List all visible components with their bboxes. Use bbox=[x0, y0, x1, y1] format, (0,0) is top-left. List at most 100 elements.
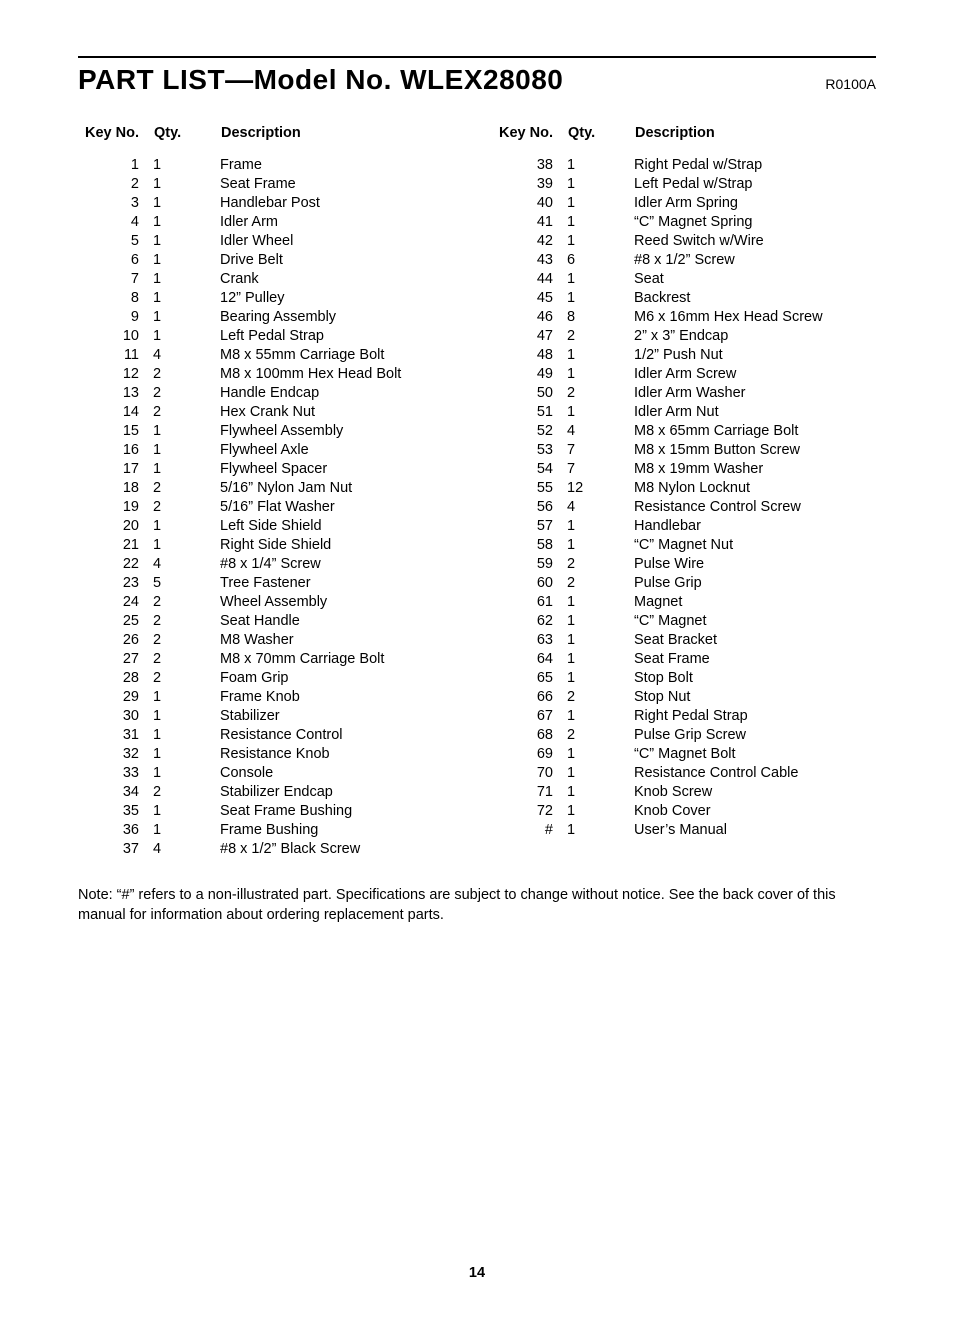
cell-qty: 1 bbox=[567, 193, 634, 212]
table-row: 701Resistance Control Cable bbox=[492, 763, 876, 782]
cell-qty: 2 bbox=[153, 668, 220, 687]
cell-qty: 1 bbox=[153, 801, 220, 820]
cell-keyno: 64 bbox=[492, 649, 567, 668]
cell-desc: Crank bbox=[220, 269, 462, 288]
table-row: 537M8 x 15mm Button Screw bbox=[492, 440, 876, 459]
table-row: 502Idler Arm Washer bbox=[492, 383, 876, 402]
cell-qty: 1 bbox=[153, 193, 220, 212]
cell-qty: 1 bbox=[153, 421, 220, 440]
table-row: 381Right Pedal w/Strap bbox=[492, 155, 876, 174]
table-row: 91Bearing Assembly bbox=[78, 307, 462, 326]
cell-desc: Knob Screw bbox=[634, 782, 876, 801]
cell-qty: 4 bbox=[153, 345, 220, 364]
cell-qty: 4 bbox=[153, 839, 220, 858]
cell-keyno: 32 bbox=[78, 744, 153, 763]
cell-desc: M6 x 16mm Hex Head Screw bbox=[634, 307, 876, 326]
table-row: 61Drive Belt bbox=[78, 250, 462, 269]
cell-keyno: 35 bbox=[78, 801, 153, 820]
cell-desc: Idler Arm Screw bbox=[634, 364, 876, 383]
cell-keyno: 2 bbox=[78, 174, 153, 193]
table-row: 592Pulse Wire bbox=[492, 554, 876, 573]
table-row: 301Stabilizer bbox=[78, 706, 462, 725]
cell-desc: 12” Pulley bbox=[220, 288, 462, 307]
cell-qty: 2 bbox=[153, 364, 220, 383]
cell-keyno: 10 bbox=[78, 326, 153, 345]
cell-desc: Reed Switch w/Wire bbox=[634, 231, 876, 250]
table-row: 5512M8 Nylon Locknut bbox=[492, 478, 876, 497]
cell-desc: Backrest bbox=[634, 288, 876, 307]
cell-keyno: 46 bbox=[492, 307, 567, 326]
table-row: #1User’s Manual bbox=[492, 820, 876, 839]
cell-keyno: 22 bbox=[78, 554, 153, 573]
cell-qty: 1 bbox=[567, 668, 634, 687]
cell-desc: Handle Endcap bbox=[220, 383, 462, 402]
cell-qty: 4 bbox=[567, 497, 634, 516]
cell-keyno: 48 bbox=[492, 345, 567, 364]
table-row: 641Seat Frame bbox=[492, 649, 876, 668]
table-row: 564Resistance Control Screw bbox=[492, 497, 876, 516]
cell-keyno: 56 bbox=[492, 497, 567, 516]
cell-qty: 4 bbox=[153, 554, 220, 573]
cell-keyno: # bbox=[492, 820, 567, 839]
cell-qty: 2 bbox=[567, 725, 634, 744]
cell-desc: Left Pedal Strap bbox=[220, 326, 462, 345]
col-keyno: Key No. bbox=[492, 124, 567, 155]
table-row: 374#8 x 1/2” Black Screw bbox=[78, 839, 462, 858]
table-row: 1925/16” Flat Washer bbox=[78, 497, 462, 516]
table-row: 114M8 x 55mm Carriage Bolt bbox=[78, 345, 462, 364]
cell-keyno: 57 bbox=[492, 516, 567, 535]
table-row: 224#8 x 1/4” Screw bbox=[78, 554, 462, 573]
cell-qty: 2 bbox=[153, 497, 220, 516]
cell-qty: 2 bbox=[567, 326, 634, 345]
cell-keyno: 36 bbox=[78, 820, 153, 839]
cell-desc: 1/2” Push Nut bbox=[634, 345, 876, 364]
col-desc: Description bbox=[634, 124, 876, 155]
cell-desc: Idler Wheel bbox=[220, 231, 462, 250]
cell-desc: Handlebar bbox=[634, 516, 876, 535]
cell-qty: 12 bbox=[567, 478, 634, 497]
cell-keyno: 21 bbox=[78, 535, 153, 554]
cell-desc: 5/16” Nylon Jam Nut bbox=[220, 478, 462, 497]
table-row: 171Flywheel Spacer bbox=[78, 459, 462, 478]
cell-qty: 2 bbox=[153, 478, 220, 497]
cell-qty: 2 bbox=[153, 611, 220, 630]
cell-desc: M8 x 100mm Hex Head Bolt bbox=[220, 364, 462, 383]
cell-desc: Right Side Shield bbox=[220, 535, 462, 554]
cell-desc: Resistance Control Screw bbox=[634, 497, 876, 516]
table-row: 491Idler Arm Screw bbox=[492, 364, 876, 383]
cell-desc: Drive Belt bbox=[220, 250, 462, 269]
cell-qty: 2 bbox=[153, 782, 220, 801]
cell-desc: Frame Bushing bbox=[220, 820, 462, 839]
table-row: 671Right Pedal Strap bbox=[492, 706, 876, 725]
table-row: 631Seat Bracket bbox=[492, 630, 876, 649]
cell-qty: 1 bbox=[567, 288, 634, 307]
table-row: 602Pulse Grip bbox=[492, 573, 876, 592]
cell-qty: 1 bbox=[567, 516, 634, 535]
table-row: 101Left Pedal Strap bbox=[78, 326, 462, 345]
cell-desc: Flywheel Spacer bbox=[220, 459, 462, 478]
cell-keyno: 5 bbox=[78, 231, 153, 250]
cell-keyno: 23 bbox=[78, 573, 153, 592]
cell-desc: “C” Magnet bbox=[634, 611, 876, 630]
table-row: 547M8 x 19mm Washer bbox=[492, 459, 876, 478]
table-row: 122M8 x 100mm Hex Head Bolt bbox=[78, 364, 462, 383]
cell-qty: 8 bbox=[567, 307, 634, 326]
cell-qty: 1 bbox=[567, 345, 634, 364]
cell-desc: Seat Frame bbox=[220, 174, 462, 193]
table-row: 511Idler Arm Nut bbox=[492, 402, 876, 421]
cell-qty: 1 bbox=[567, 820, 634, 839]
cell-desc: Seat Frame bbox=[634, 649, 876, 668]
table-row: 1825/16” Nylon Jam Nut bbox=[78, 478, 462, 497]
table-row: 581“C” Magnet Nut bbox=[492, 535, 876, 554]
table-row: 441Seat bbox=[492, 269, 876, 288]
cell-desc: Idler Arm Washer bbox=[634, 383, 876, 402]
cell-keyno: 55 bbox=[492, 478, 567, 497]
cell-keyno: 66 bbox=[492, 687, 567, 706]
cell-desc: Seat Bracket bbox=[634, 630, 876, 649]
table-row: 211Right Side Shield bbox=[78, 535, 462, 554]
cell-qty: 2 bbox=[567, 554, 634, 573]
cell-desc: Idler Arm Spring bbox=[634, 193, 876, 212]
page: PART LIST—Model No. WLEX28080 R0100A Key… bbox=[0, 0, 954, 1321]
cell-desc: Idler Arm Nut bbox=[634, 402, 876, 421]
cell-keyno: 51 bbox=[492, 402, 567, 421]
